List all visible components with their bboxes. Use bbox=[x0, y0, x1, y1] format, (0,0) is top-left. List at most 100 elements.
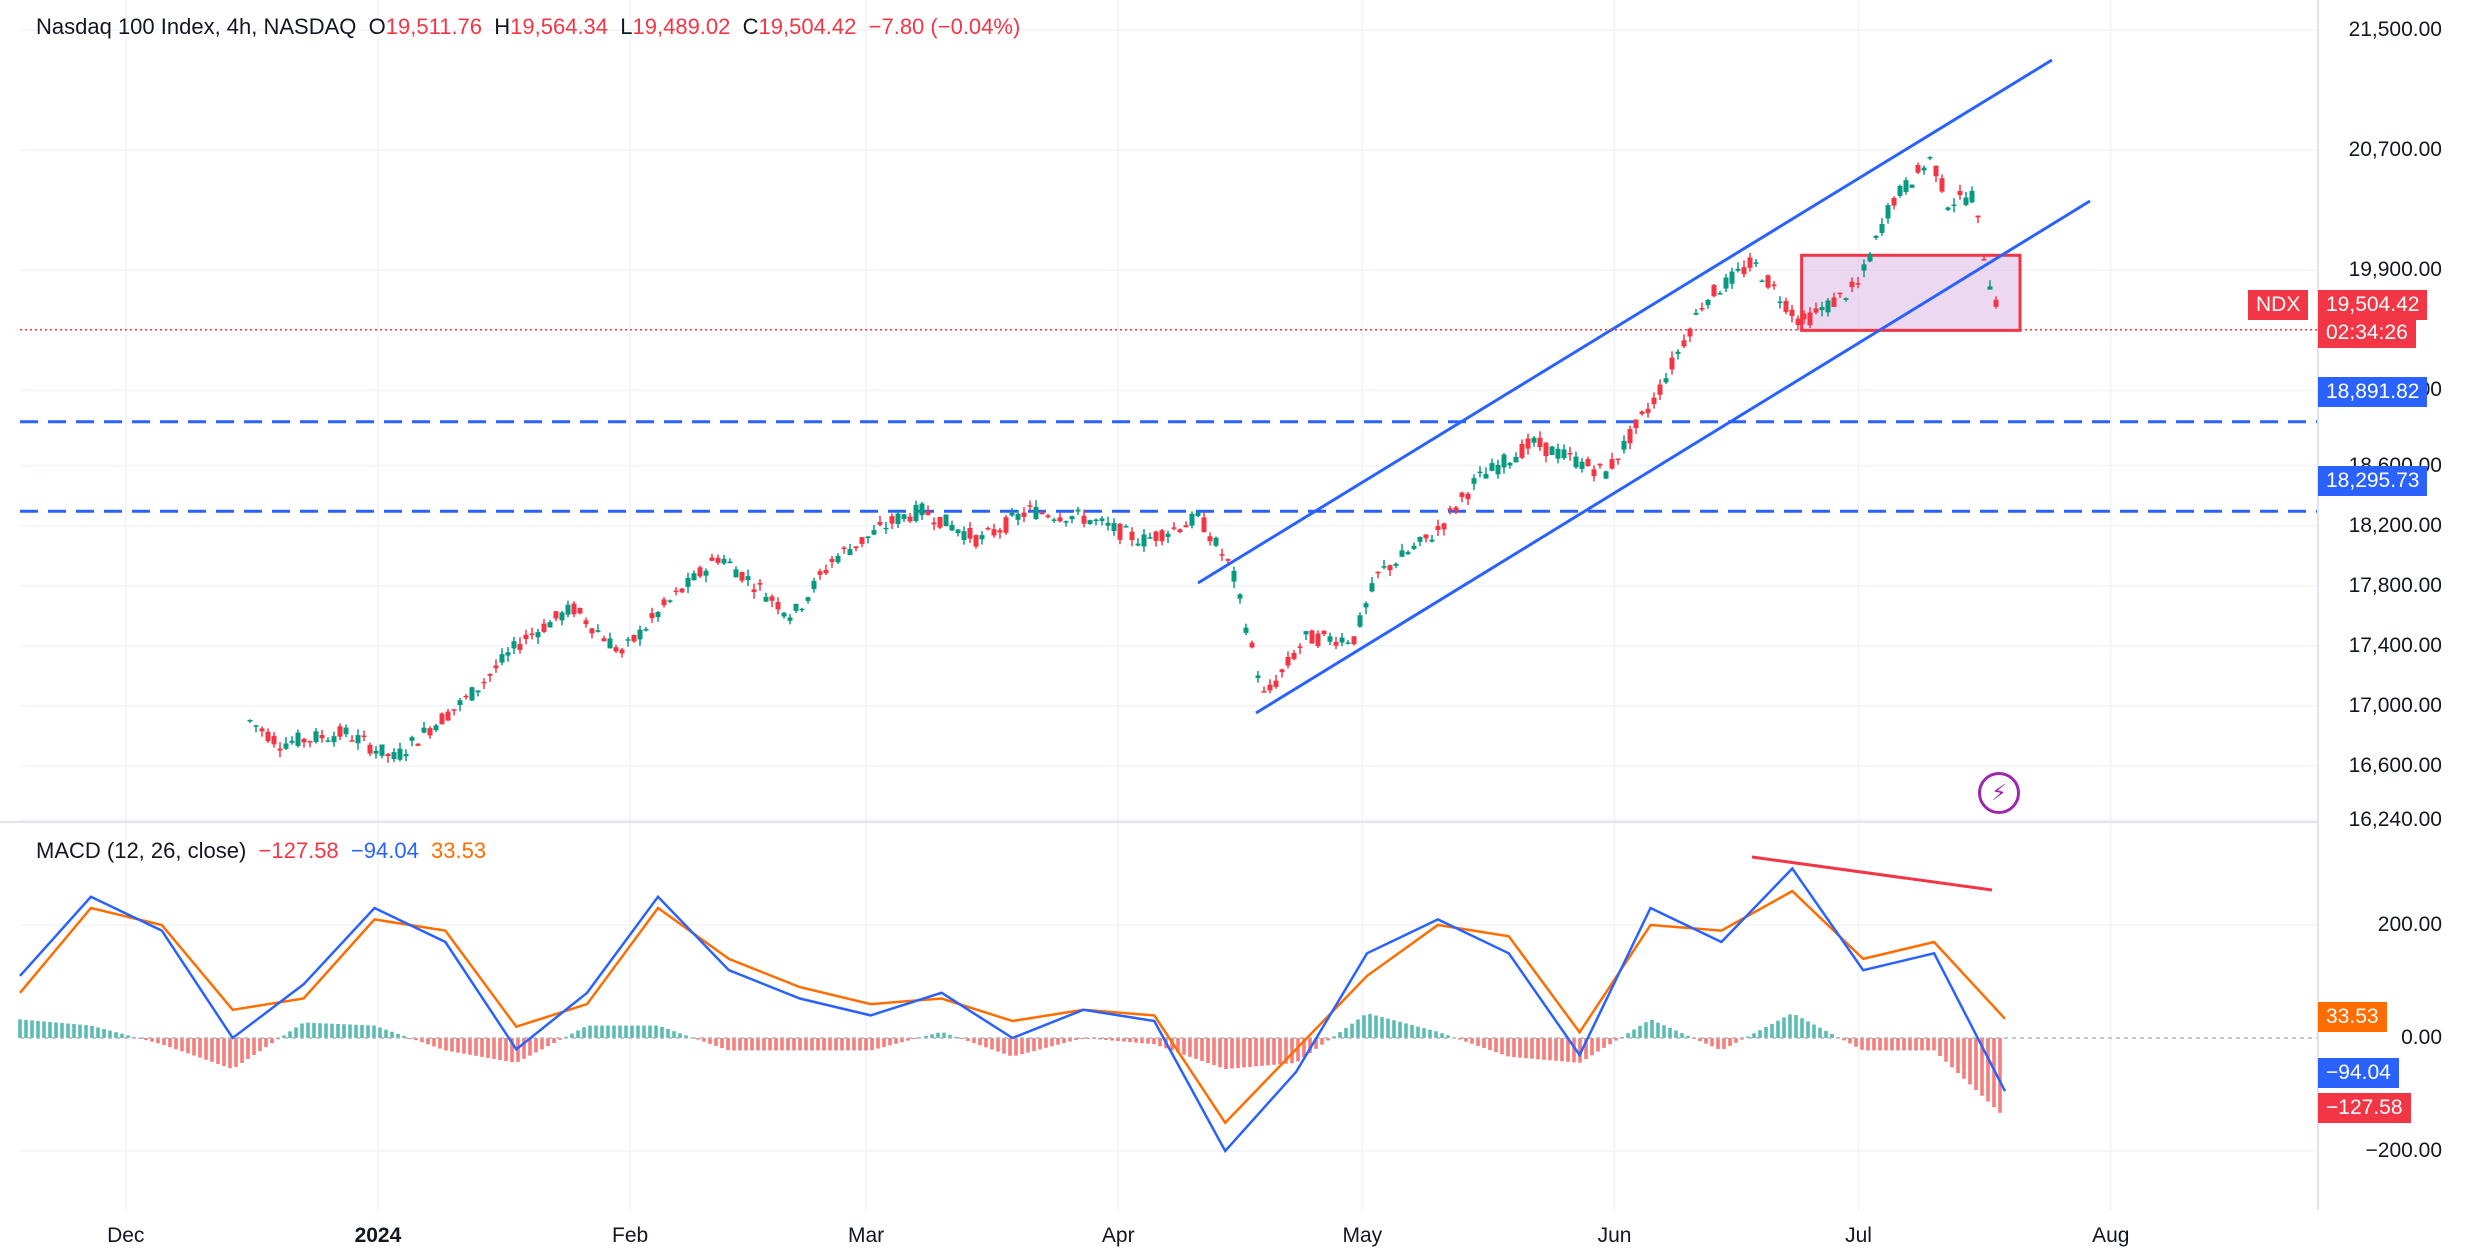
histogram-bar bbox=[1074, 1038, 1078, 1040]
candle-body bbox=[673, 590, 679, 593]
candle-body bbox=[1939, 178, 1945, 192]
histogram-bar bbox=[438, 1038, 442, 1049]
histogram-bar bbox=[942, 1032, 946, 1038]
candle-body bbox=[553, 611, 559, 619]
candle-body bbox=[715, 557, 721, 563]
candle-body bbox=[493, 665, 499, 669]
price-tick: 21,500.00 bbox=[2348, 18, 2442, 41]
candle-body bbox=[499, 654, 505, 663]
histogram-bar bbox=[1182, 1038, 1186, 1055]
ascending-channel[interactable] bbox=[1197, 58, 2091, 715]
candle-body bbox=[1279, 669, 1285, 673]
histogram-bar bbox=[1746, 1036, 1750, 1038]
candle-body bbox=[1663, 378, 1669, 383]
candle-body bbox=[517, 643, 523, 650]
histogram-bar bbox=[1494, 1038, 1498, 1053]
histogram-bar bbox=[330, 1023, 334, 1038]
histogram-bar bbox=[1158, 1038, 1162, 1047]
candle-body bbox=[1639, 411, 1645, 415]
time-tick: Apr bbox=[1101, 1224, 1135, 1247]
histogram-bar bbox=[1302, 1038, 1306, 1058]
histogram-bar bbox=[342, 1024, 346, 1038]
histogram-bar bbox=[402, 1035, 406, 1038]
candle-body bbox=[463, 695, 469, 698]
histogram-bar bbox=[1734, 1038, 1738, 1043]
candle-body bbox=[295, 732, 301, 746]
candle-body bbox=[1849, 281, 1855, 288]
histogram-bar bbox=[156, 1038, 160, 1044]
candle-body bbox=[769, 596, 775, 601]
candle-body bbox=[403, 754, 409, 757]
histogram-bar bbox=[1584, 1038, 1588, 1059]
histogram-bar bbox=[1056, 1038, 1060, 1045]
candle-body bbox=[877, 522, 883, 525]
histogram-bar bbox=[96, 1027, 100, 1038]
histogram-bar bbox=[1566, 1038, 1570, 1062]
histogram-bar bbox=[384, 1029, 388, 1038]
candle-body bbox=[1957, 190, 1963, 195]
histogram-bar bbox=[1020, 1038, 1024, 1055]
candle-body bbox=[1081, 515, 1087, 524]
candle-body bbox=[1363, 603, 1369, 608]
candle-body bbox=[529, 633, 535, 636]
candle-body bbox=[1975, 215, 1981, 218]
candle-body bbox=[277, 748, 283, 751]
histogram-bar bbox=[90, 1025, 94, 1038]
histogram-bar bbox=[1998, 1038, 2002, 1113]
histogram-bar bbox=[1662, 1025, 1666, 1038]
histogram-bar bbox=[1626, 1033, 1630, 1038]
candle-body bbox=[583, 620, 589, 625]
candle-body bbox=[1771, 284, 1777, 287]
histogram-bar bbox=[1974, 1038, 1978, 1091]
histogram-bar bbox=[1428, 1029, 1432, 1038]
candle-body bbox=[1735, 268, 1741, 271]
histogram-bar bbox=[1962, 1038, 1966, 1079]
candle-body bbox=[1189, 513, 1195, 526]
macd-title[interactable]: MACD (12, 26, close) bbox=[36, 838, 247, 863]
histogram-bar bbox=[1290, 1038, 1294, 1064]
histogram-bar bbox=[486, 1038, 490, 1058]
candle-body bbox=[481, 681, 487, 684]
histogram-bar bbox=[1236, 1038, 1240, 1068]
level2-tag: 18,295.73 bbox=[2318, 466, 2428, 496]
histogram-bar bbox=[1188, 1038, 1192, 1057]
histogram-bar bbox=[810, 1038, 814, 1051]
candle-body bbox=[427, 728, 433, 736]
candle-body bbox=[937, 517, 943, 528]
histogram-bar bbox=[42, 1021, 46, 1038]
candle-body bbox=[451, 709, 457, 711]
candle-body bbox=[997, 530, 1003, 533]
macd-legend: MACD (12, 26, close) −127.58 −94.04 33.5… bbox=[36, 838, 486, 864]
histogram-bar bbox=[282, 1035, 286, 1038]
candle-body bbox=[1069, 516, 1075, 520]
histogram-bar bbox=[1710, 1038, 1714, 1047]
candle-body bbox=[1399, 550, 1405, 557]
divergence-line[interactable] bbox=[1751, 855, 1993, 892]
histogram-bar bbox=[816, 1038, 820, 1051]
candle-body bbox=[1237, 594, 1243, 599]
candle-body bbox=[1987, 286, 1993, 290]
histogram-bar bbox=[1920, 1038, 1924, 1051]
histogram-bar bbox=[150, 1038, 154, 1042]
histogram-bar bbox=[582, 1027, 586, 1038]
histogram-bar bbox=[906, 1038, 910, 1041]
candle-body bbox=[1993, 299, 1999, 307]
candle-body bbox=[1261, 691, 1267, 693]
symbol-tag: NDX bbox=[2248, 290, 2309, 320]
symbol-title[interactable]: Nasdaq 100 Index, 4h, NASDAQ bbox=[36, 14, 357, 39]
candle-body bbox=[595, 630, 601, 632]
candle-body bbox=[1159, 530, 1165, 542]
histogram-bar bbox=[1356, 1019, 1360, 1038]
candle-body bbox=[571, 603, 577, 615]
price-tick: 16,600.00 bbox=[2348, 753, 2442, 777]
candle-body bbox=[439, 713, 445, 725]
candle-body bbox=[1591, 469, 1597, 477]
lightning-icon[interactable]: ⚡ bbox=[1978, 772, 2020, 814]
candle-body bbox=[1711, 284, 1717, 297]
histogram-bar bbox=[144, 1038, 148, 1041]
candle-body bbox=[733, 569, 739, 578]
histogram-bar bbox=[1482, 1038, 1486, 1048]
histogram-bar bbox=[1656, 1022, 1660, 1038]
histogram-bar bbox=[1860, 1038, 1864, 1050]
